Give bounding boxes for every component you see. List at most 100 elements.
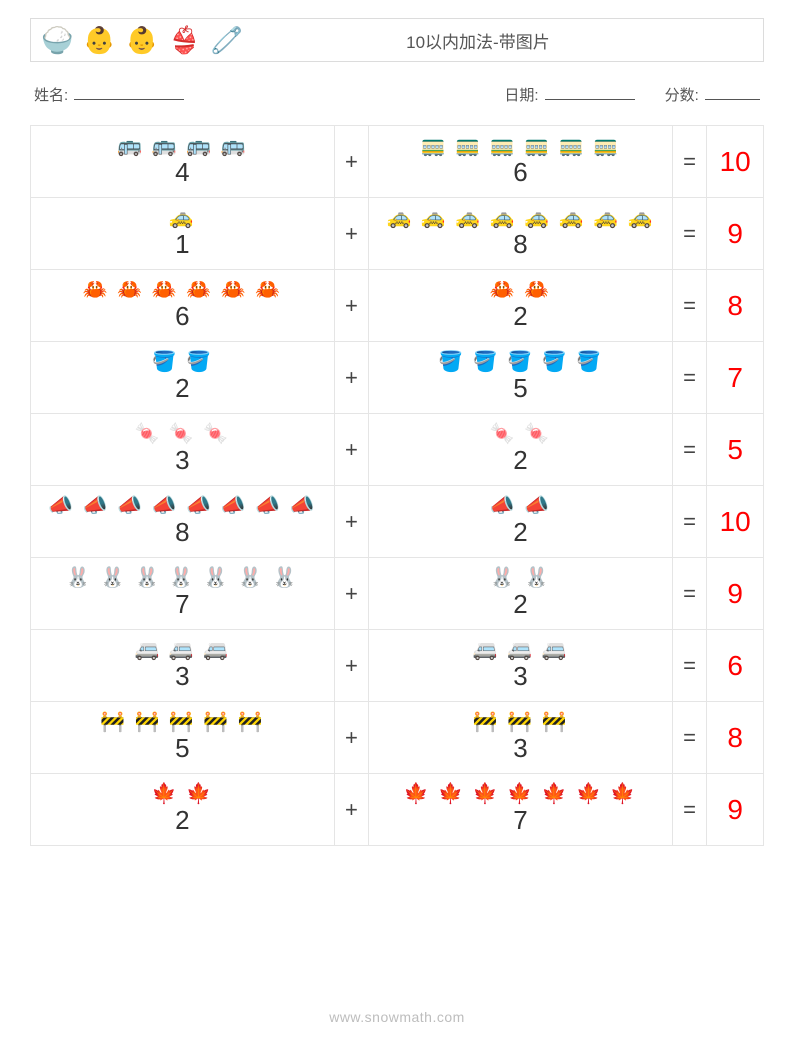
- operand-icons: 🪣 🪣 🪣 🪣 🪣: [371, 352, 670, 372]
- operand-icons: 🚕: [33, 208, 332, 228]
- score-blank[interactable]: [705, 86, 760, 100]
- operand-icons: 🪣 🪣: [33, 352, 332, 372]
- operand-icons: 🚃 🚃 🚃 🚃 🚃 🚃: [371, 136, 670, 156]
- problem-row: 🚐 🚐 🚐3+🚐 🚐 🚐3=6: [31, 630, 764, 702]
- operand-left: 🐰 🐰 🐰 🐰 🐰 🐰 🐰7: [31, 558, 335, 630]
- operand-icons: 🚧 🚧 🚧 🚧 🚧: [33, 712, 332, 732]
- operand-icons: 🚐 🚐 🚐: [33, 640, 332, 660]
- operand-number: 4: [33, 158, 332, 187]
- operand-right: 🪣 🪣 🪣 🪣 🪣5: [369, 342, 673, 414]
- operand-right: 🚧 🚧 🚧3: [369, 702, 673, 774]
- plus-sign: +: [334, 342, 368, 414]
- answer-cell: 9: [707, 558, 764, 630]
- problem-row: 🍁 🍁2+🍁 🍁 🍁 🍁 🍁 🍁 🍁7=9: [31, 774, 764, 846]
- answer-cell: 10: [707, 486, 764, 558]
- operand-icons: 🍁 🍁: [33, 784, 332, 804]
- answer-cell: 10: [707, 126, 764, 198]
- header-decorative-icons: 🍚👶👶👙🧷: [41, 27, 243, 53]
- operand-left: 🍁 🍁2: [31, 774, 335, 846]
- problem-row: 🦀 🦀 🦀 🦀 🦀 🦀6+🦀 🦀2=8: [31, 270, 764, 342]
- plus-sign: +: [334, 126, 368, 198]
- operand-number: 2: [33, 806, 332, 835]
- plus-sign: +: [334, 630, 368, 702]
- operand-number: 6: [371, 158, 670, 187]
- operand-number: 3: [371, 734, 670, 763]
- worksheet-title: 10以内加法-带图片: [243, 28, 753, 53]
- operand-left: 🚌 🚌 🚌 🚌4: [31, 126, 335, 198]
- problem-row: 🚧 🚧 🚧 🚧 🚧5+🚧 🚧 🚧3=8: [31, 702, 764, 774]
- equals-sign: =: [672, 774, 706, 846]
- plus-sign: +: [334, 702, 368, 774]
- operand-number: 2: [371, 518, 670, 547]
- equals-sign: =: [672, 486, 706, 558]
- operand-number: 7: [33, 590, 332, 619]
- operand-number: 2: [33, 374, 332, 403]
- plus-sign: +: [334, 270, 368, 342]
- operand-icons: 🦀 🦀 🦀 🦀 🦀 🦀: [33, 280, 332, 300]
- worksheet-header: 🍚👶👶👙🧷 10以内加法-带图片: [30, 18, 764, 62]
- answer-cell: 7: [707, 342, 764, 414]
- operand-number: 7: [371, 806, 670, 835]
- equals-sign: =: [672, 630, 706, 702]
- problem-row: 🚌 🚌 🚌 🚌4+🚃 🚃 🚃 🚃 🚃 🚃6=10: [31, 126, 764, 198]
- operand-right: 🚐 🚐 🚐3: [369, 630, 673, 702]
- operand-right: 🍁 🍁 🍁 🍁 🍁 🍁 🍁7: [369, 774, 673, 846]
- operand-icons: 🐰 🐰: [371, 568, 670, 588]
- problems-table: 🚌 🚌 🚌 🚌4+🚃 🚃 🚃 🚃 🚃 🚃6=10🚕1+🚕 🚕 🚕 🚕 🚕 🚕 🚕…: [30, 125, 764, 846]
- operand-icons: 📣 📣: [371, 496, 670, 516]
- equals-sign: =: [672, 558, 706, 630]
- problem-row: 📣 📣 📣 📣 📣 📣 📣 📣8+📣 📣2=10: [31, 486, 764, 558]
- operand-right: 🚕 🚕 🚕 🚕 🚕 🚕 🚕 🚕8: [369, 198, 673, 270]
- equals-sign: =: [672, 198, 706, 270]
- operand-number: 3: [33, 446, 332, 475]
- score-label: 分数:: [665, 87, 699, 104]
- operand-number: 5: [33, 734, 332, 763]
- operand-right: 🐰 🐰2: [369, 558, 673, 630]
- operand-number: 8: [33, 518, 332, 547]
- plus-sign: +: [334, 486, 368, 558]
- problems-tbody: 🚌 🚌 🚌 🚌4+🚃 🚃 🚃 🚃 🚃 🚃6=10🚕1+🚕 🚕 🚕 🚕 🚕 🚕 🚕…: [31, 126, 764, 846]
- problem-row: 🪣 🪣2+🪣 🪣 🪣 🪣 🪣5=7: [31, 342, 764, 414]
- operand-left: 🪣 🪣2: [31, 342, 335, 414]
- footer-watermark: www.snowmath.com: [0, 1009, 794, 1025]
- equals-sign: =: [672, 702, 706, 774]
- operand-icons: 🚐 🚐 🚐: [371, 640, 670, 660]
- operand-number: 1: [33, 230, 332, 259]
- operand-left: 🦀 🦀 🦀 🦀 🦀 🦀6: [31, 270, 335, 342]
- equals-sign: =: [672, 342, 706, 414]
- operand-icons: 🍬 🍬 🍬: [33, 424, 332, 444]
- operand-icons: 🚕 🚕 🚕 🚕 🚕 🚕 🚕 🚕: [371, 208, 670, 228]
- name-label: 姓名:: [34, 87, 68, 104]
- answer-cell: 5: [707, 414, 764, 486]
- operand-left: 📣 📣 📣 📣 📣 📣 📣 📣8: [31, 486, 335, 558]
- plus-sign: +: [334, 774, 368, 846]
- answer-cell: 9: [707, 774, 764, 846]
- problem-row: 🐰 🐰 🐰 🐰 🐰 🐰 🐰7+🐰 🐰2=9: [31, 558, 764, 630]
- operand-number: 3: [371, 662, 670, 691]
- answer-cell: 8: [707, 270, 764, 342]
- operand-icons: 📣 📣 📣 📣 📣 📣 📣 📣: [33, 496, 332, 516]
- header-icon: 🍚: [41, 27, 73, 53]
- operand-number: 5: [371, 374, 670, 403]
- answer-cell: 6: [707, 630, 764, 702]
- name-blank[interactable]: [74, 86, 184, 100]
- operand-right: 📣 📣2: [369, 486, 673, 558]
- plus-sign: +: [334, 558, 368, 630]
- header-icon: 👶: [83, 27, 115, 53]
- plus-sign: +: [334, 414, 368, 486]
- operand-left: 🚐 🚐 🚐3: [31, 630, 335, 702]
- operand-number: 2: [371, 302, 670, 331]
- problem-row: 🍬 🍬 🍬3+🍬 🍬2=5: [31, 414, 764, 486]
- operand-left: 🚧 🚧 🚧 🚧 🚧5: [31, 702, 335, 774]
- operand-icons: 🦀 🦀: [371, 280, 670, 300]
- operand-number: 6: [33, 302, 332, 331]
- operand-number: 8: [371, 230, 670, 259]
- plus-sign: +: [334, 198, 368, 270]
- problem-row: 🚕1+🚕 🚕 🚕 🚕 🚕 🚕 🚕 🚕8=9: [31, 198, 764, 270]
- info-row: 姓名: 日期: 分数:: [30, 84, 764, 105]
- header-icon: 🧷: [211, 27, 243, 53]
- answer-cell: 8: [707, 702, 764, 774]
- operand-left: 🍬 🍬 🍬3: [31, 414, 335, 486]
- header-icon: 👶: [126, 27, 158, 53]
- date-blank[interactable]: [545, 86, 635, 100]
